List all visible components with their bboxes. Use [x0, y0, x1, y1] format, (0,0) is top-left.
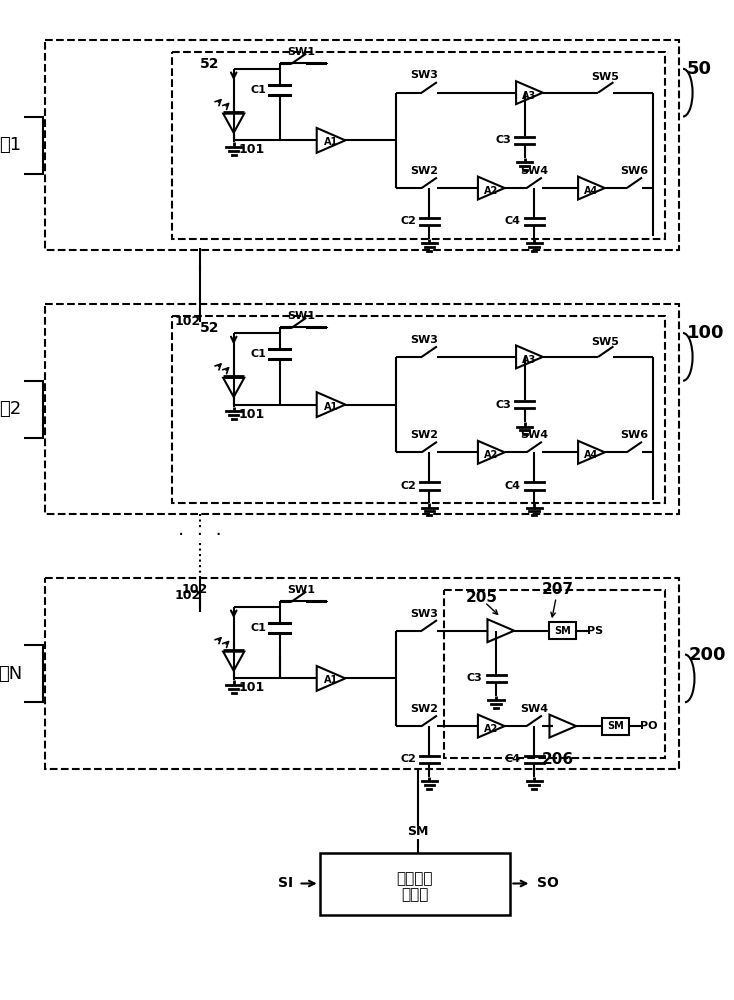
Polygon shape [223, 114, 244, 133]
Text: C4: C4 [505, 481, 521, 491]
Text: SW1: SW1 [287, 585, 315, 595]
Text: SM: SM [554, 626, 571, 636]
Text: A1: A1 [324, 675, 338, 685]
Text: 级1: 级1 [0, 136, 21, 154]
Polygon shape [223, 378, 244, 397]
Polygon shape [578, 441, 605, 464]
Text: 暂存器: 暂存器 [401, 887, 429, 902]
Polygon shape [602, 718, 628, 735]
Text: 101: 101 [239, 143, 265, 156]
Text: SM: SM [607, 721, 624, 731]
Text: 扫描位移: 扫描位移 [396, 871, 433, 886]
Text: 52: 52 [200, 57, 219, 71]
Polygon shape [316, 128, 345, 153]
Text: A2: A2 [484, 186, 498, 196]
Text: 200: 200 [688, 646, 726, 664]
Polygon shape [0, 117, 43, 174]
Text: SO: SO [537, 876, 559, 890]
Text: 50: 50 [687, 60, 712, 78]
Text: SW2: SW2 [410, 166, 438, 176]
Polygon shape [516, 81, 543, 104]
Text: PO: PO [640, 721, 658, 731]
Text: C3: C3 [495, 400, 512, 410]
Polygon shape [516, 345, 543, 368]
Text: PS: PS [586, 626, 603, 636]
Text: SW1: SW1 [287, 311, 315, 321]
Text: 级N: 级N [0, 665, 23, 683]
Text: 102: 102 [175, 315, 201, 328]
Text: 102: 102 [175, 589, 201, 602]
Text: C1: C1 [250, 349, 266, 359]
Text: C2: C2 [400, 481, 416, 491]
Polygon shape [316, 666, 345, 691]
Text: SW6: SW6 [620, 430, 648, 440]
Text: A1: A1 [324, 137, 338, 147]
Polygon shape [223, 652, 244, 671]
Text: SW6: SW6 [620, 166, 648, 176]
Text: 级2: 级2 [0, 400, 21, 418]
Text: ·  ·  ·: · · · [178, 526, 222, 545]
Text: C4: C4 [505, 754, 521, 764]
Text: C3: C3 [467, 673, 483, 683]
Text: SM: SM [407, 825, 429, 838]
Text: A4: A4 [584, 186, 598, 196]
Text: SW2: SW2 [410, 430, 438, 440]
Text: 205: 205 [466, 590, 498, 605]
Text: SW3: SW3 [410, 70, 438, 80]
Polygon shape [0, 645, 43, 702]
Text: SI: SI [277, 876, 293, 890]
Text: A3: A3 [523, 91, 537, 101]
Polygon shape [478, 715, 505, 738]
Text: SW3: SW3 [410, 609, 438, 619]
Text: C4: C4 [505, 216, 521, 226]
Text: SW3: SW3 [410, 335, 438, 345]
Text: 206: 206 [542, 752, 574, 767]
Polygon shape [578, 177, 605, 200]
Text: SW2: SW2 [410, 704, 438, 714]
Text: A4: A4 [584, 450, 598, 460]
Text: SW4: SW4 [520, 430, 548, 440]
Polygon shape [550, 622, 576, 639]
Polygon shape [319, 853, 510, 915]
Text: C1: C1 [250, 85, 266, 95]
Text: SW4: SW4 [520, 704, 548, 714]
Text: 207: 207 [542, 582, 574, 597]
Polygon shape [0, 381, 43, 438]
Text: A1: A1 [324, 402, 338, 412]
Text: SW5: SW5 [592, 337, 619, 347]
Text: C1: C1 [250, 623, 266, 633]
Text: 101: 101 [239, 408, 265, 421]
Text: A2: A2 [484, 450, 498, 460]
Text: SW4: SW4 [520, 166, 548, 176]
Text: A2: A2 [484, 724, 498, 734]
Text: A3: A3 [523, 355, 537, 365]
Polygon shape [478, 441, 505, 464]
Text: 101: 101 [239, 681, 265, 694]
Text: SW5: SW5 [592, 72, 619, 82]
Text: C2: C2 [400, 754, 416, 764]
Text: SW1: SW1 [287, 47, 315, 57]
Text: C3: C3 [495, 135, 512, 145]
Text: C2: C2 [400, 216, 416, 226]
Polygon shape [487, 619, 515, 642]
Text: 102: 102 [181, 583, 208, 596]
Polygon shape [550, 715, 576, 738]
Polygon shape [316, 392, 345, 417]
Text: 52: 52 [200, 321, 219, 335]
Text: 100: 100 [687, 324, 724, 342]
Polygon shape [478, 177, 505, 200]
